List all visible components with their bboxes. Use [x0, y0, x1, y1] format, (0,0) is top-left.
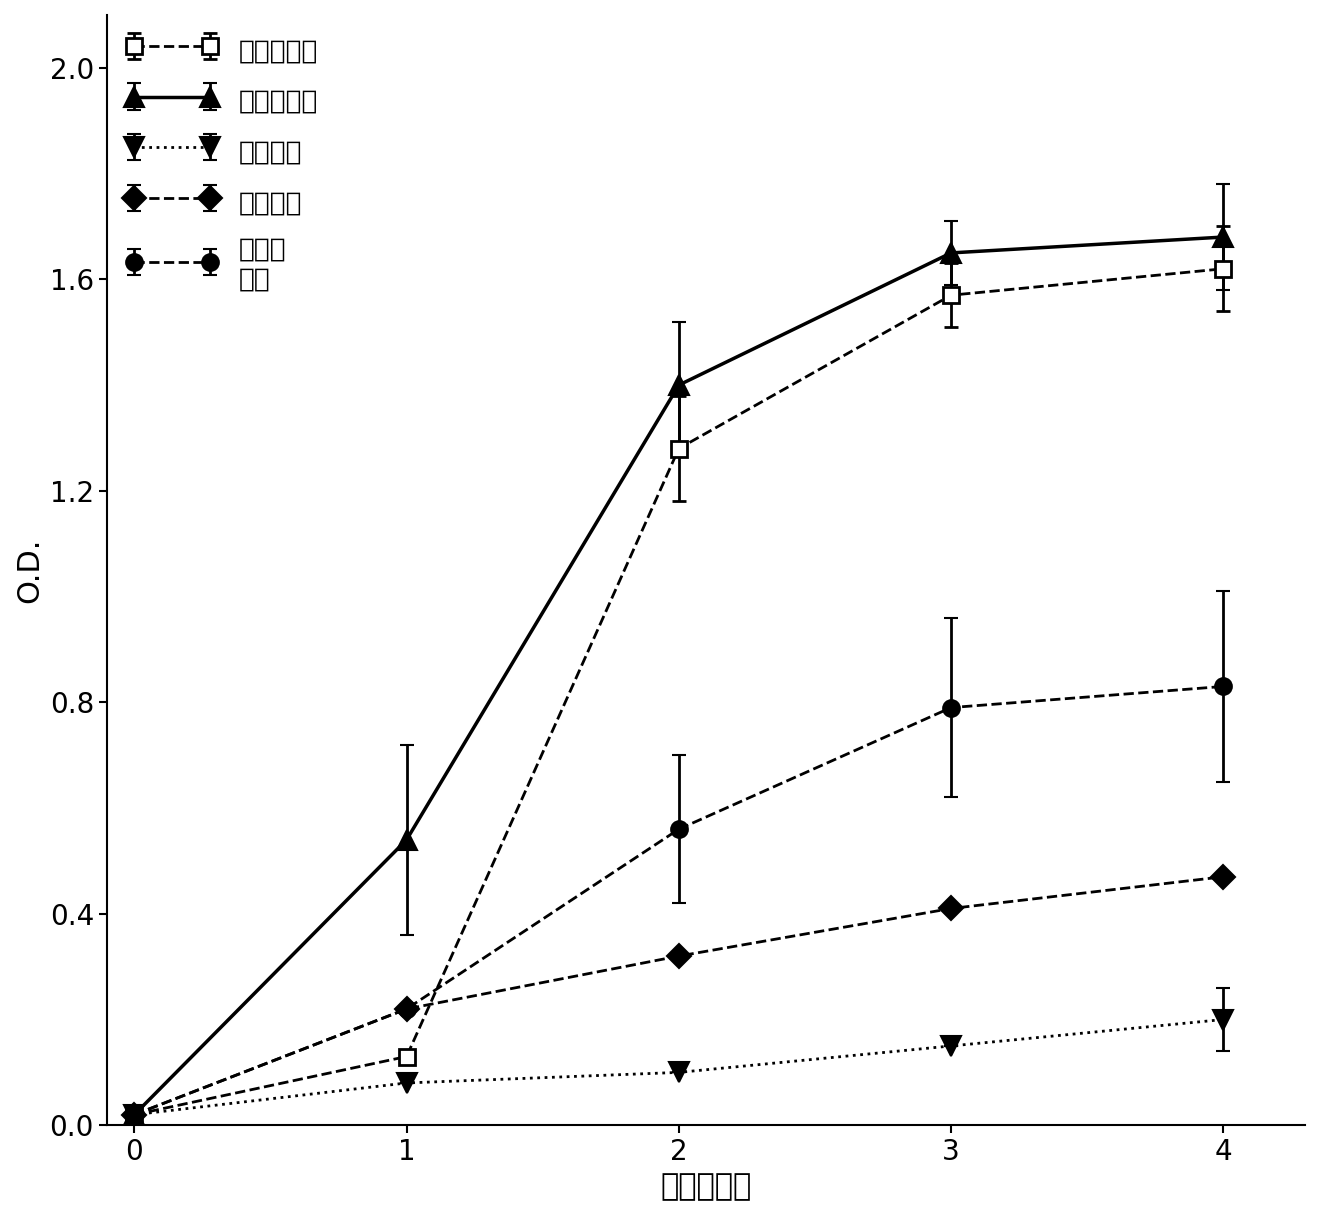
Legend: 皮肤划痕法, 腹膜内注射, 皮下注射, 皮内注射, 肌肉内
注射: 皮肤划痕法, 腹膜内注射, 皮下注射, 皮内注射, 肌肉内 注射: [115, 23, 329, 303]
X-axis label: 免疫后周数: 免疫后周数: [660, 1172, 751, 1201]
Y-axis label: O.D.: O.D.: [15, 537, 44, 603]
